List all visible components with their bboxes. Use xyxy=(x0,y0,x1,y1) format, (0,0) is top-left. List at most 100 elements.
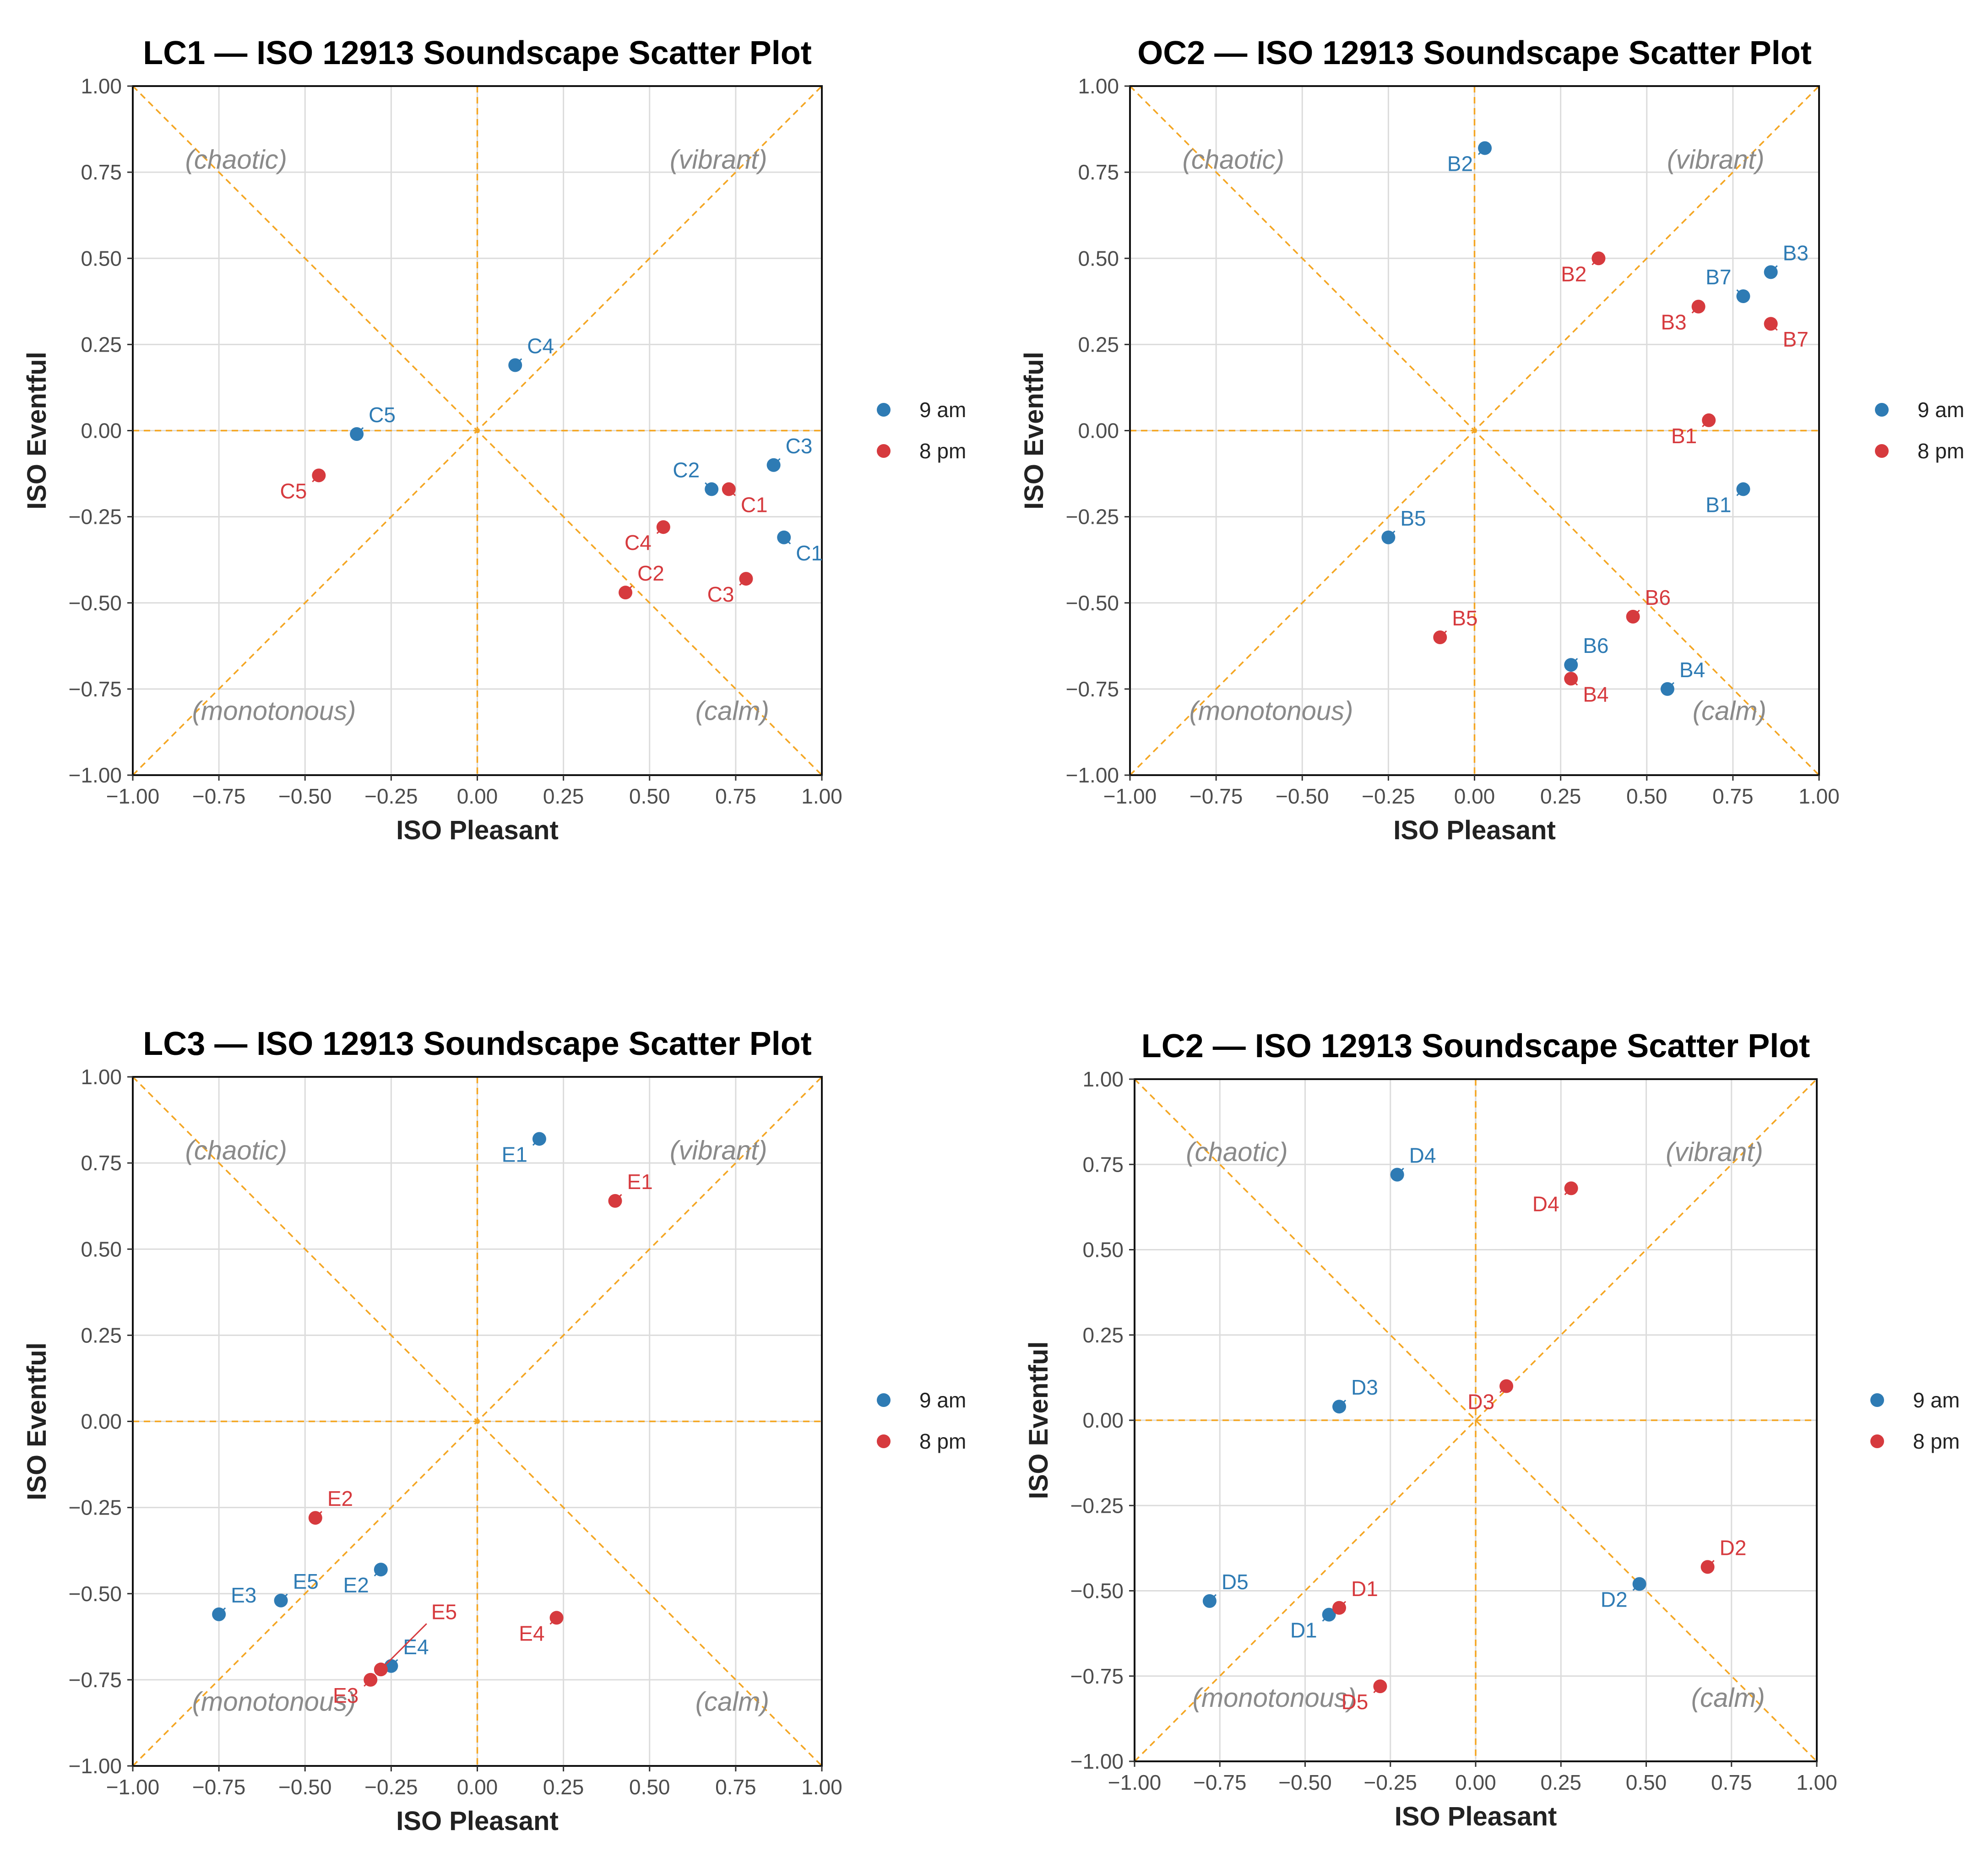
data-point-label: E1 xyxy=(502,1142,527,1166)
data-point xyxy=(374,1662,388,1677)
data-point-label: D4 xyxy=(1532,1192,1559,1216)
data-point xyxy=(619,586,633,600)
legend-swatch-am xyxy=(1870,1393,1884,1407)
data-point xyxy=(1702,413,1716,427)
data-point xyxy=(374,1563,388,1577)
data-point xyxy=(1626,609,1640,624)
data-point-label: D1 xyxy=(1290,1618,1317,1642)
y-tick-label: 0.00 xyxy=(1078,419,1119,443)
y-tick-label: −0.25 xyxy=(69,505,122,529)
data-point xyxy=(766,458,781,472)
data-point xyxy=(1433,630,1447,644)
data-point-label: B1 xyxy=(1671,424,1697,448)
annotation-chaotic: (chaotic) xyxy=(185,145,287,175)
y-tick-label: −0.75 xyxy=(69,1668,122,1692)
data-point xyxy=(1390,1168,1404,1182)
legend-label-am: 9 am xyxy=(919,1388,966,1412)
y-axis-label: ISO Eventful xyxy=(22,352,52,510)
y-tick-label: 0.50 xyxy=(1078,246,1119,270)
data-point xyxy=(1322,1608,1336,1622)
legend: 9 am 8 pm xyxy=(877,1388,966,1453)
x-tick-label: −0.25 xyxy=(364,1775,418,1799)
data-point-label: B1 xyxy=(1706,493,1731,516)
x-tick-label: −0.75 xyxy=(1190,784,1243,808)
x-axis-label: ISO Pleasant xyxy=(396,815,559,845)
x-tick-label: −0.75 xyxy=(192,784,245,808)
y-axis-label: ISO Eventful xyxy=(1019,352,1049,510)
data-point xyxy=(1564,672,1578,686)
x-tick-label: 0.25 xyxy=(543,1775,584,1799)
data-point xyxy=(1332,1400,1346,1414)
y-tick-label: −0.25 xyxy=(69,1496,122,1520)
data-point-label: E5 xyxy=(431,1600,457,1624)
x-tick-label: 0.75 xyxy=(1711,1771,1752,1794)
data-point-label: B7 xyxy=(1783,327,1809,351)
y-tick-label: 1.00 xyxy=(1078,74,1119,98)
data-point-label: C1 xyxy=(741,493,768,516)
data-point-label: C3 xyxy=(707,582,734,606)
y-tick-label: −0.50 xyxy=(69,591,122,615)
annotation-monotonous: (monotonous) xyxy=(1190,696,1353,726)
x-tick-label: −1.00 xyxy=(1108,1771,1161,1794)
data-point-label: B5 xyxy=(1452,606,1477,630)
guide-line-diagonal-down xyxy=(132,85,823,776)
guide-line-diagonal-down xyxy=(132,1076,823,1767)
data-point-label: E5 xyxy=(293,1570,319,1593)
data-point xyxy=(549,1611,564,1625)
data-point xyxy=(739,572,753,586)
data-point xyxy=(1764,265,1778,279)
x-tick-label: 0.75 xyxy=(715,1775,756,1799)
data-point-label: B5 xyxy=(1400,506,1426,530)
y-tick-label: 0.00 xyxy=(81,419,122,443)
chart-title: OC2 — ISO 12913 Soundscape Scatter Plot xyxy=(1137,35,1812,71)
guide-line-diagonal-up xyxy=(1134,1078,1818,1762)
y-tick-label: 0.75 xyxy=(81,160,122,184)
data-point-label: C2 xyxy=(673,458,700,482)
data-point-label: C4 xyxy=(625,531,652,554)
x-tick-label: 0.00 xyxy=(457,1775,498,1799)
y-tick-label: 0.50 xyxy=(1082,1238,1124,1262)
x-tick-label: −0.75 xyxy=(1193,1771,1246,1794)
data-point-label: B3 xyxy=(1783,241,1809,265)
data-point xyxy=(1564,1181,1578,1195)
data-point-label: B6 xyxy=(1583,634,1608,657)
y-tick-label: 0.25 xyxy=(1082,1323,1124,1347)
data-point xyxy=(312,468,326,483)
data-point-label: B6 xyxy=(1645,586,1671,609)
data-point-label: B2 xyxy=(1447,152,1473,175)
data-point xyxy=(1660,682,1674,696)
lc1-chart-panel: LC1 — ISO 12913 Soundscape Scatter Plot (… xyxy=(22,35,966,845)
y-tick-label: 0.00 xyxy=(1082,1408,1124,1432)
legend-label-pm: 8 pm xyxy=(919,1429,966,1453)
data-point xyxy=(722,482,736,496)
x-tick-label: 0.75 xyxy=(715,784,756,808)
annotation-chaotic: (chaotic) xyxy=(185,1136,287,1166)
data-point xyxy=(705,482,719,496)
annotation-calm: (calm) xyxy=(695,696,769,726)
y-tick-label: −0.75 xyxy=(1070,1664,1124,1688)
x-tick-label: −0.25 xyxy=(364,784,418,808)
x-tick-label: 0.00 xyxy=(457,784,498,808)
data-point xyxy=(1478,141,1492,155)
data-point xyxy=(1736,289,1750,304)
x-tick-label: 0.50 xyxy=(629,1775,670,1799)
lc2-chart-panel: LC2 — ISO 12913 Soundscape Scatter Plot (… xyxy=(1024,1028,1960,1831)
y-tick-label: 1.00 xyxy=(81,74,122,98)
data-point xyxy=(364,1673,378,1687)
annotation-monotonous: (monotonous) xyxy=(192,696,356,726)
x-tick-label: 1.00 xyxy=(801,1775,842,1799)
data-point-label: E4 xyxy=(403,1635,429,1659)
data-point-label: B4 xyxy=(1583,682,1608,706)
y-tick-label: −0.50 xyxy=(1070,1579,1124,1603)
data-point xyxy=(532,1132,546,1146)
annotation-calm: (calm) xyxy=(695,1687,769,1717)
annotation-monotonous: (monotonous) xyxy=(192,1687,356,1717)
y-tick-label: −1.00 xyxy=(1070,1749,1124,1773)
data-point xyxy=(308,1511,322,1525)
x-tick-label: 1.00 xyxy=(801,784,842,808)
x-axis-label: ISO Pleasant xyxy=(1395,1802,1557,1831)
data-point-label: E1 xyxy=(627,1170,653,1194)
